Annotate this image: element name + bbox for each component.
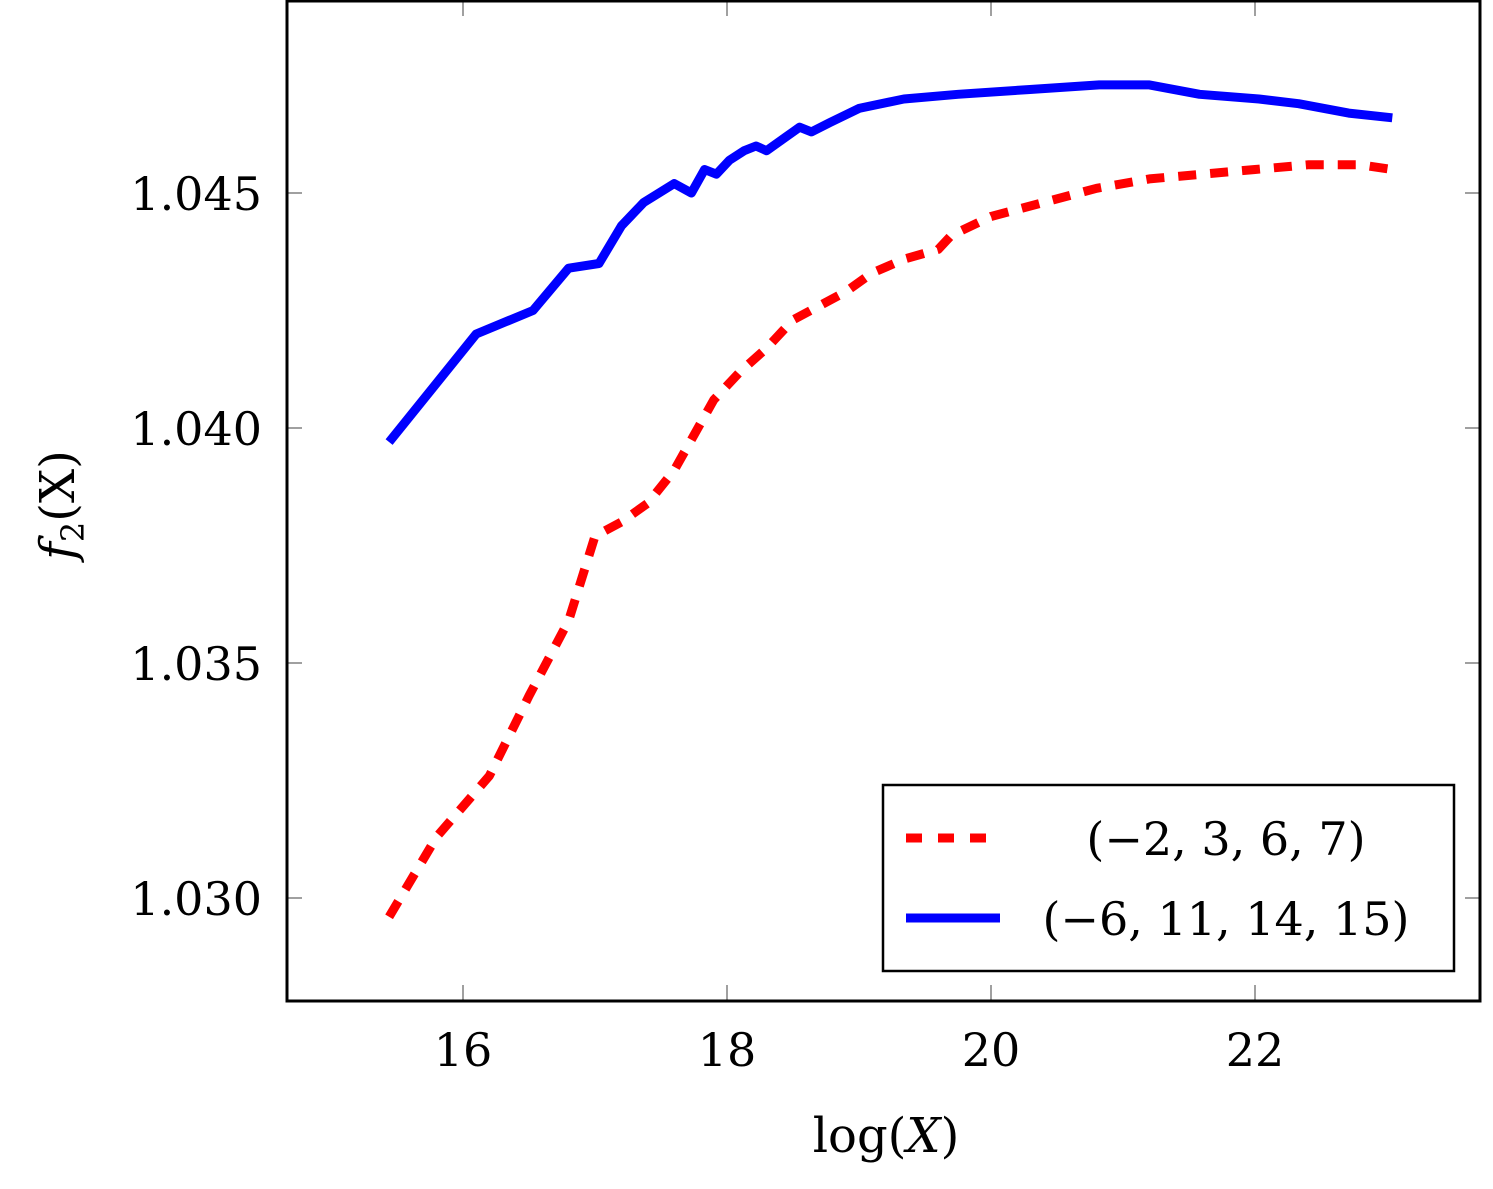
legend-item-red: (−2, 3, 6, 7): [906, 812, 1366, 866]
x-axis-label-var: X: [902, 1108, 942, 1164]
y-tick-labels: 1.030 1.035 1.040 1.045: [130, 167, 262, 926]
series-layer: [385, 80, 1393, 920]
y-axis-label: f2(X): [30, 450, 92, 563]
x-axis-label-close: ): [941, 1108, 960, 1164]
legend: (−2, 3, 6, 7) (−6, 11, 14, 15): [881, 783, 1456, 973]
legend-item-blue: (−6, 11, 14, 15): [906, 892, 1410, 946]
y-tick-label: 1.045: [130, 167, 262, 221]
x-axis-label: log(X): [813, 1108, 960, 1164]
x-tick-label: 22: [1226, 1023, 1285, 1077]
x-tick-label: 20: [962, 1023, 1021, 1077]
y-axis-label-rest: (X): [30, 450, 86, 522]
x-tick-label: 16: [434, 1023, 493, 1077]
x-axis-label-log: log(: [813, 1108, 907, 1164]
y-tick-label: 1.035: [130, 637, 262, 691]
ticks-layer: [287, 1, 1480, 1001]
axes-frame: [285, 0, 1482, 1003]
x-tick-labels: 16 18 20 22: [434, 1023, 1285, 1077]
x-tick-label: 18: [698, 1023, 757, 1077]
legend-box: [881, 783, 1456, 973]
legend-label-blue: (−6, 11, 14, 15): [1042, 892, 1409, 946]
y-tick-label: 1.030: [130, 872, 262, 926]
series-line-blue-solid: [385, 80, 1393, 445]
y-tick-label: 1.040: [130, 402, 262, 456]
y-axis-label-sub: 2: [54, 522, 92, 542]
legend-label-red: (−2, 3, 6, 7): [1086, 812, 1365, 866]
series-line-red-dashed: [385, 160, 1393, 920]
